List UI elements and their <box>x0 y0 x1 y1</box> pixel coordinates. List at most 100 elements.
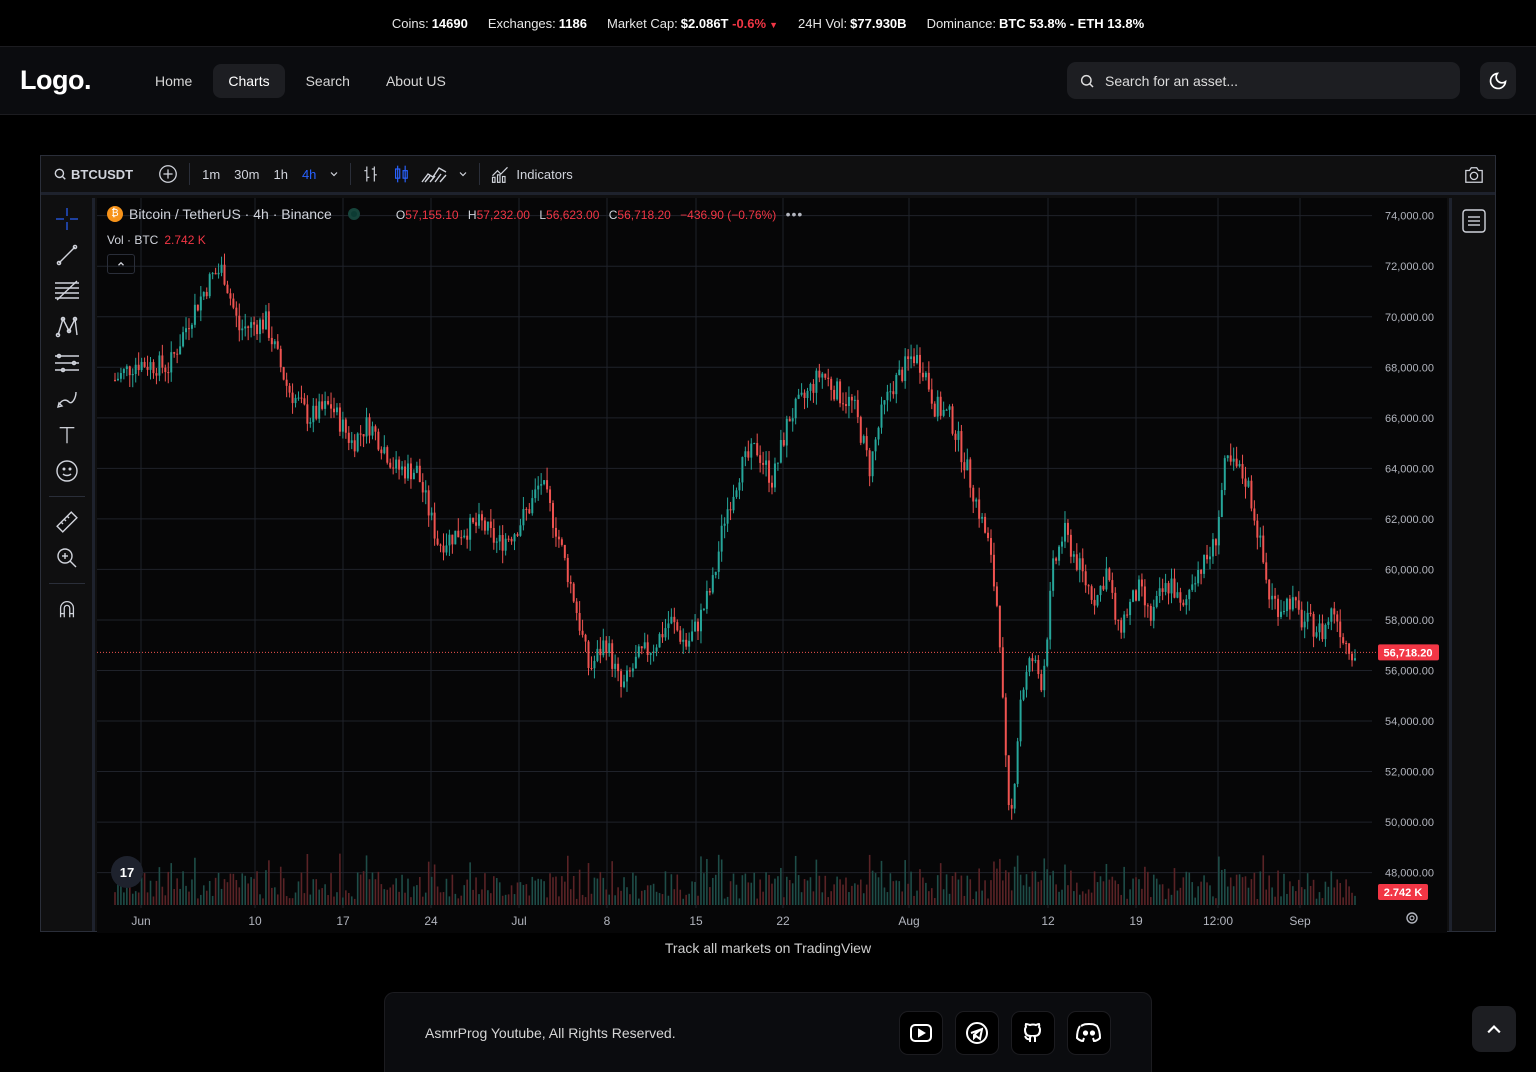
candle-body <box>806 390 809 399</box>
volume-bar <box>990 880 992 905</box>
telegram-link[interactable] <box>955 1010 999 1055</box>
volume-bar <box>788 879 791 905</box>
candle-body <box>1241 463 1244 479</box>
volume-bar <box>558 896 560 905</box>
timeframe-1h[interactable]: 1h <box>273 166 288 182</box>
candle-body <box>1315 632 1318 637</box>
candle-body <box>844 404 847 407</box>
volume-bar <box>646 885 649 905</box>
tradingview-logo[interactable]: 17 <box>111 856 143 888</box>
crosshair-icon[interactable] <box>54 208 80 230</box>
candle-body <box>557 536 560 540</box>
nav-search[interactable]: Search <box>305 72 350 89</box>
candle-body <box>910 356 913 359</box>
price-chart[interactable]: 74,000.00 72,000.00 70,000.00 68,000.00 66,0… <box>97 198 1447 933</box>
volume-bar <box>339 853 341 905</box>
candle-body <box>1312 613 1315 637</box>
volume-bar <box>1188 872 1191 905</box>
candle-body <box>717 551 720 572</box>
volume-bar <box>1123 866 1125 905</box>
bars-style-icon[interactable] <box>361 164 381 184</box>
search-input[interactable] <box>1105 72 1445 89</box>
candle-body <box>1061 541 1064 547</box>
candle-body <box>1149 605 1152 621</box>
discord-link[interactable] <box>1067 1010 1111 1055</box>
volume-bar <box>448 896 451 905</box>
volume-bar <box>673 889 676 905</box>
more-icon[interactable]: ••• <box>785 206 804 222</box>
volume-bar <box>398 891 400 905</box>
chevron-down-icon[interactable] <box>457 168 469 180</box>
collapse-legend-button[interactable] <box>107 254 135 274</box>
volume-bar <box>1084 893 1087 905</box>
github-link[interactable] <box>1011 1010 1055 1055</box>
volume-bar <box>670 874 673 905</box>
volume-bar <box>564 881 566 905</box>
theme-toggle-button[interactable] <box>1480 62 1516 99</box>
timeframe-4h[interactable]: 4h <box>301 166 317 182</box>
magnet-icon[interactable] <box>54 598 80 620</box>
candle-body <box>377 431 380 450</box>
volume-bar <box>643 890 646 905</box>
candle-body <box>134 364 137 374</box>
nav-home[interactable]: Home <box>155 72 193 89</box>
candle-body <box>1274 595 1277 599</box>
symbol-search[interactable]: BTCUSDT <box>53 167 133 182</box>
emoji-icon[interactable] <box>54 460 80 482</box>
volume-bar <box>478 894 480 905</box>
candle-body <box>554 527 557 537</box>
chevron-down-icon[interactable] <box>328 168 340 180</box>
candle-body <box>190 324 193 329</box>
candle-body <box>318 401 321 419</box>
candle-body <box>856 399 859 418</box>
candle-body <box>907 356 910 359</box>
compare-add-icon[interactable] <box>157 163 179 185</box>
pattern-icon[interactable] <box>54 316 80 338</box>
scroll-to-top-button[interactable] <box>1472 1006 1516 1052</box>
nav-about[interactable]: About US <box>385 72 446 89</box>
watchlist-icon[interactable] <box>1461 208 1487 931</box>
candlestick-chart[interactable]: 74,000.00 72,000.00 70,000.00 68,000.00 66,0… <box>97 198 1447 933</box>
youtube-link[interactable] <box>899 1010 943 1055</box>
timeframe-30m[interactable]: 30m <box>234 166 260 182</box>
candle-body <box>276 341 279 349</box>
volume-bar <box>945 874 948 905</box>
volume-bar <box>321 888 323 905</box>
logo[interactable]: Logo. <box>20 65 91 95</box>
timeframe-1m[interactable]: 1m <box>202 166 221 182</box>
ruler-icon[interactable] <box>54 511 80 533</box>
trend-line-icon[interactable] <box>54 244 80 266</box>
volume-bar <box>620 890 622 905</box>
candle-body <box>640 646 643 649</box>
camera-icon[interactable] <box>1463 165 1485 185</box>
volume-bar <box>975 891 977 905</box>
volume-bar <box>469 862 471 905</box>
forecast-icon[interactable] <box>54 352 80 374</box>
candle-body <box>581 630 584 635</box>
volume-bar <box>487 890 489 905</box>
drawing-toolbar <box>41 198 95 931</box>
zoom-in-icon[interactable] <box>54 547 80 569</box>
volume-bar <box>972 898 975 905</box>
text-tool-icon[interactable] <box>54 424 80 446</box>
settings-icon[interactable] <box>1406 912 1418 924</box>
area-style-icon[interactable] <box>421 164 447 184</box>
candle-body <box>963 462 966 471</box>
tradingview-credit[interactable]: Track all markets on TradingView <box>664 940 872 956</box>
candle-body <box>874 439 877 452</box>
candle-body <box>1330 608 1333 622</box>
y-tick-label: 54,000.00 <box>1385 716 1434 728</box>
volume-bar <box>1067 885 1069 905</box>
volume-bar <box>525 884 528 905</box>
brush-icon[interactable] <box>54 388 80 410</box>
candles-style-icon[interactable] <box>391 164 411 184</box>
candle-body <box>1333 608 1336 615</box>
volume-bar <box>279 866 282 905</box>
candle-body <box>679 630 682 642</box>
candle-body <box>608 643 611 654</box>
candle-body <box>1232 458 1235 462</box>
volume-bar <box>389 887 392 905</box>
indicators-button[interactable]: Indicators <box>490 164 573 184</box>
fib-lines-icon[interactable] <box>54 280 80 302</box>
nav-charts[interactable]: Charts <box>213 63 285 98</box>
